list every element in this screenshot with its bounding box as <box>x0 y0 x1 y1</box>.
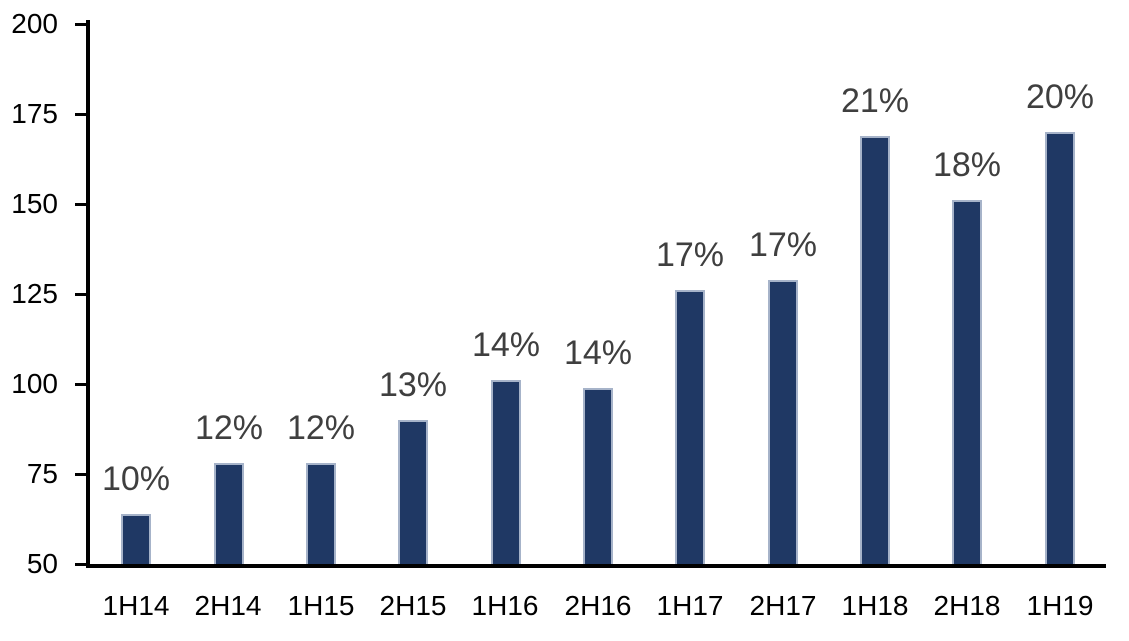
bar-1h14 <box>121 514 151 564</box>
bar-1h18 <box>860 136 890 564</box>
data-label-2h16: 14% <box>563 334 633 372</box>
y-tick-label: 175 <box>11 98 58 129</box>
y-tick <box>75 203 86 206</box>
bar-1h17 <box>675 290 705 564</box>
bar-1h16 <box>491 380 521 564</box>
y-tick-label: 200 <box>11 8 58 39</box>
x-tick-label-2h14: 2H14 <box>194 590 262 621</box>
data-label-1h17: 17% <box>655 236 725 274</box>
y-tick <box>75 113 86 116</box>
y-tick <box>75 473 86 476</box>
y-axis-line <box>86 20 90 568</box>
x-tick-label-1h16: 1H16 <box>471 590 539 621</box>
y-tick-label: 150 <box>11 188 58 219</box>
bar-1h19 <box>1045 132 1075 564</box>
bar-2h18 <box>952 200 982 564</box>
data-label-1h16: 14% <box>471 326 541 364</box>
bar-1h15 <box>306 463 336 564</box>
x-axis-line <box>86 564 1106 568</box>
x-tick-label-1h15: 1H15 <box>287 590 355 621</box>
x-tick-label-2h17: 2H17 <box>749 590 817 621</box>
bar-2h17 <box>768 280 798 564</box>
y-tick <box>75 563 86 566</box>
data-label-1h14: 10% <box>101 460 171 498</box>
bar-2h15 <box>398 420 428 564</box>
x-tick-label-1h19: 1H19 <box>1026 590 1094 621</box>
y-tick-label: 125 <box>11 278 58 309</box>
y-tick-label: 100 <box>11 368 58 399</box>
bar-2h16 <box>583 388 613 564</box>
y-tick-label: 50 <box>26 548 58 579</box>
data-label-2h14: 12% <box>194 409 264 447</box>
data-label-2h17: 17% <box>748 226 818 264</box>
x-tick-label-1h14: 1H14 <box>102 590 170 621</box>
data-label-1h18: 21% <box>840 82 910 120</box>
x-tick-label-2h16: 2H16 <box>564 590 632 621</box>
data-label-2h18: 18% <box>932 146 1002 184</box>
y-tick <box>75 383 86 386</box>
y-tick-label: 75 <box>26 458 58 489</box>
x-tick-label-1h17: 1H17 <box>656 590 724 621</box>
data-label-1h19: 20% <box>1025 78 1095 116</box>
x-tick-label-2h15: 2H15 <box>379 590 447 621</box>
y-tick <box>75 23 86 26</box>
x-tick-label-1h18: 1H18 <box>841 590 909 621</box>
data-label-1h15: 12% <box>286 409 356 447</box>
y-tick <box>75 293 86 296</box>
data-label-2h15: 13% <box>378 366 448 404</box>
x-tick-label-2h18: 2H18 <box>933 590 1001 621</box>
bar-2h14 <box>214 463 244 564</box>
